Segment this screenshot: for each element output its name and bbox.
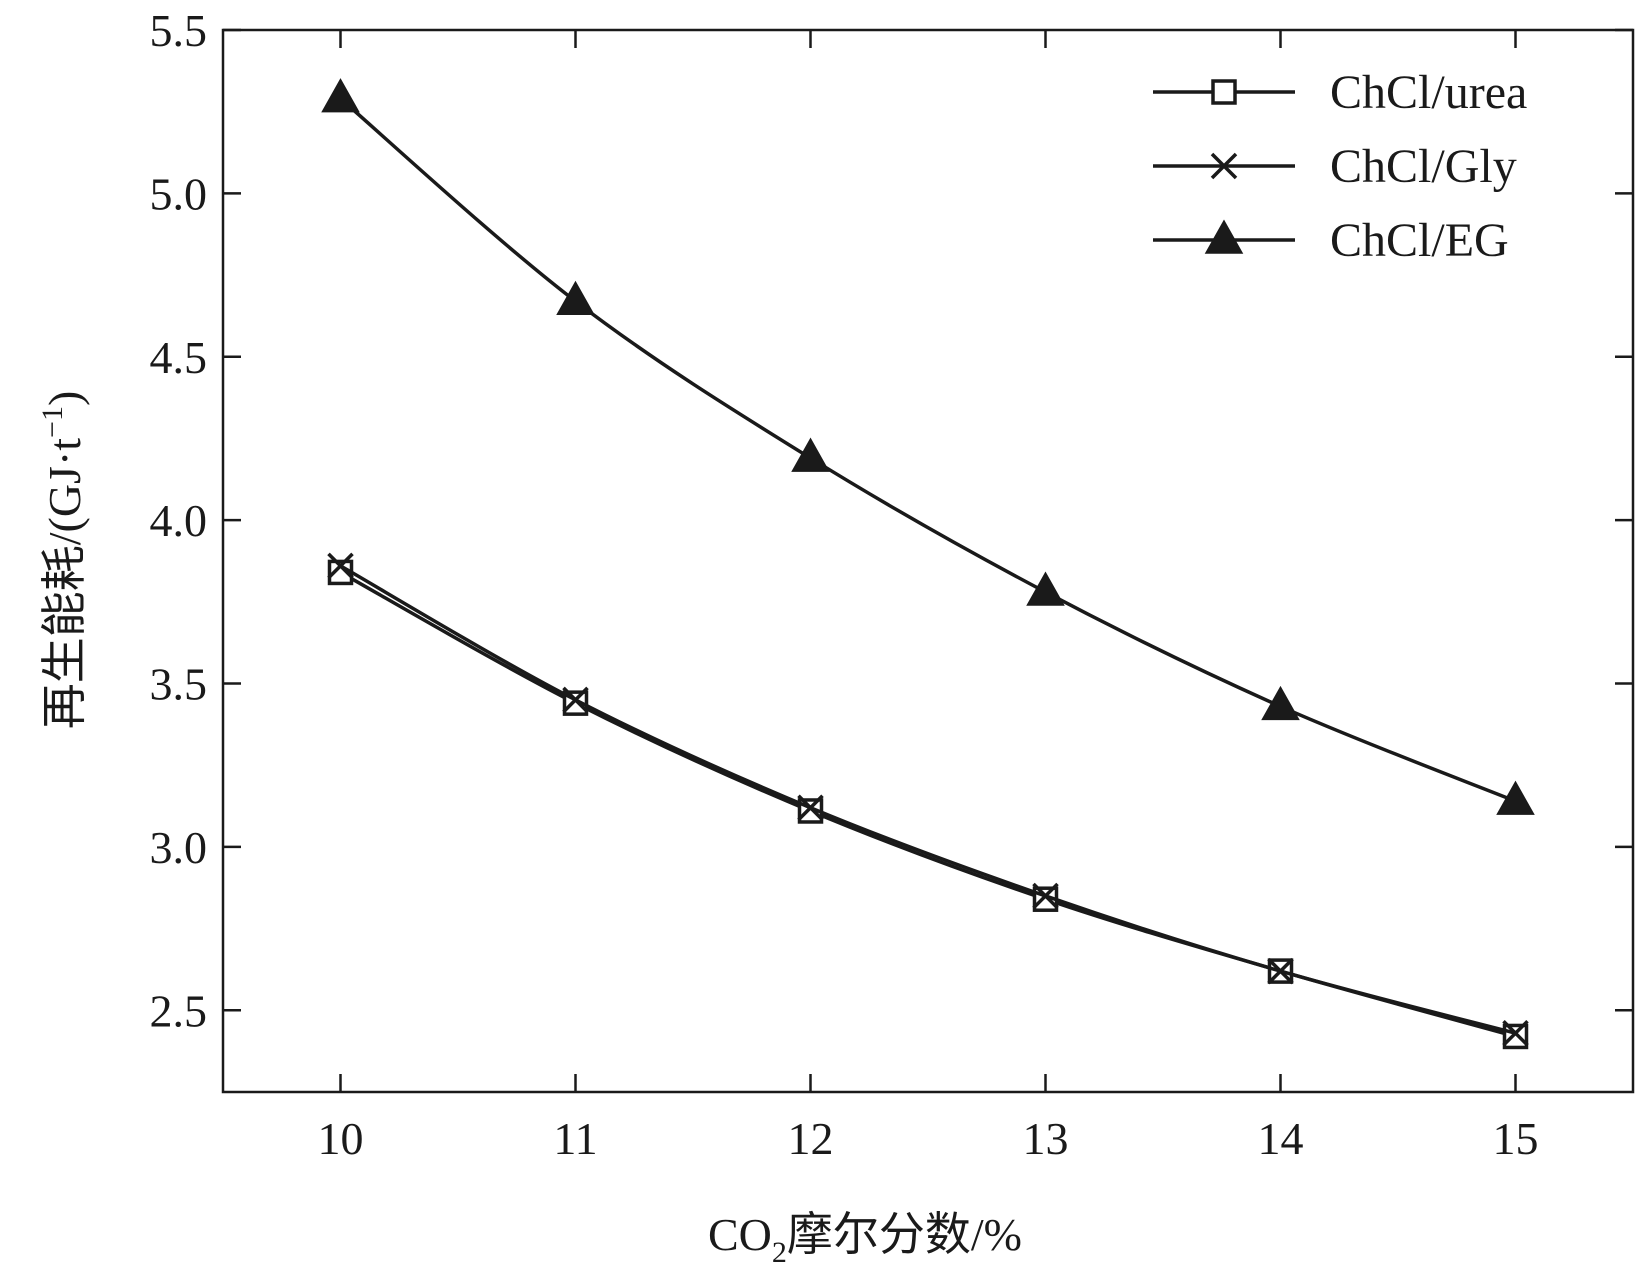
x-axis-title-subscript: 2 [772,1236,787,1269]
data-point-chcl-eg [1496,780,1535,815]
legend-label-chcl-urea: ChCl/urea [1330,66,1527,119]
x-tick-label: 11 [553,1113,597,1164]
data-point-chcl-gly [797,794,824,821]
data-point-chcl-eg [791,437,830,472]
y-axis-title-superscript: −1 [36,406,69,438]
legend-marker-chcl-eg [1204,219,1244,254]
data-point-chcl-gly [1502,1019,1529,1047]
data-point-chcl-eg [556,280,595,315]
x-tick-label: 15 [1493,1113,1539,1164]
x-tick-label: 10 [318,1113,364,1164]
x-tick-label: 12 [788,1113,834,1164]
x-axis: 10 11 12 13 14 15 [318,30,1539,1164]
y-tick-label: 4.5 [150,332,208,383]
data-point-chcl-gly [562,686,589,714]
legend-marker-chcl-urea [1211,79,1237,105]
y-axis-title: 再生能耗/(GJ·t−1) [36,391,90,730]
y-tick-label: 4.0 [150,495,208,546]
y-tick-label: 5.5 [150,5,208,56]
series-layer [321,78,1535,1050]
x-tick-label: 14 [1258,1113,1304,1164]
legend-marker-chcl-gly [1210,152,1238,180]
x-tick-label: 13 [1023,1113,1069,1164]
y-tick-label: 3.5 [150,659,208,710]
y-tick-label: 3.0 [150,822,208,873]
data-point-chcl-gly [327,552,354,580]
y-axis: 2.5 3.0 3.5 4.0 4.5 5.0 5.5 [150,5,1633,1036]
series-line-chcl-gly [339,564,1516,1035]
y-tick-label: 5.0 [150,168,208,219]
legend-label-chcl-gly: ChCl/Gly [1330,140,1517,193]
data-point-chcl-eg [1261,685,1300,721]
data-point-chcl-eg [1026,571,1065,606]
series-line-chcl-eg [339,97,1517,803]
data-point-chcl-gly [1032,882,1059,910]
series-line-chcl-urea [339,570,1516,1039]
data-point-chcl-urea [1502,1023,1529,1050]
data-point-chcl-eg [321,78,360,113]
plot-area [221,28,1635,1094]
data-point-chcl-gly [1267,957,1294,985]
legend: ChCl/urea ChCl/Gly ChCl/EG [1153,66,1527,267]
y-tick-label: 2.5 [150,985,208,1036]
legend-label-chcl-eg: ChCl/EG [1330,214,1509,267]
x-axis-title: CO2摩尔分数/% [708,1209,1022,1269]
